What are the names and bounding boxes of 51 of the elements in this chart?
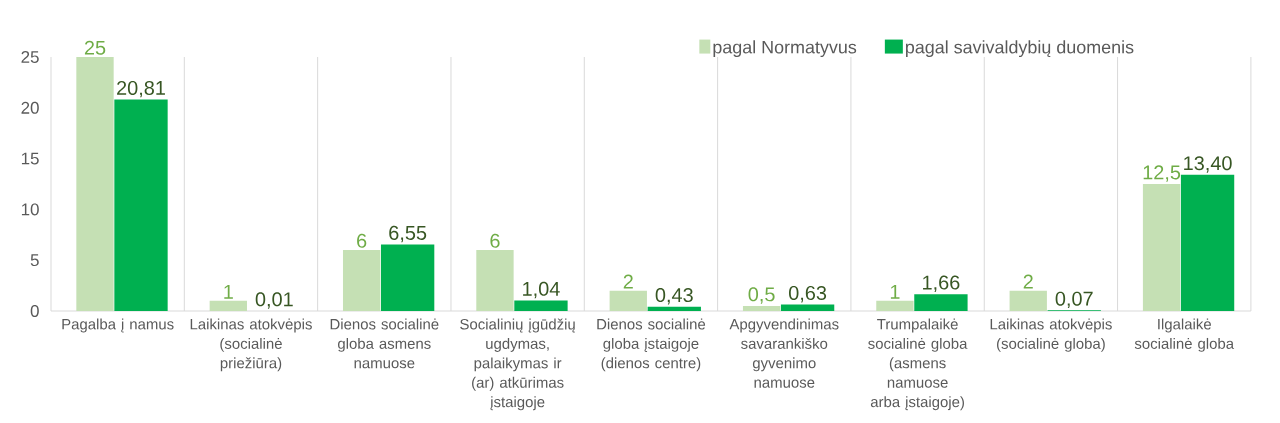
x-tick-label: Trumpalaikė socialinė globa (asmens namuose arba įstaigoje) <box>868 318 968 411</box>
data-label: 0,5 <box>748 287 775 304</box>
bar <box>114 99 168 311</box>
bar <box>342 250 381 311</box>
x-tick-label: Laikinas atokvėpis (socialinė priežiūra) <box>190 318 312 372</box>
data-label: 1 <box>890 284 900 299</box>
x-tick-label: Apgyvendinimas savarankiško gyvenimo namuose <box>729 318 839 388</box>
bar <box>1180 174 1235 311</box>
bar <box>780 304 835 311</box>
data-label: 2 <box>623 274 633 289</box>
bar <box>76 57 114 311</box>
x-tick-label: Pagalba į namus <box>62 318 174 333</box>
data-label: 6 <box>490 233 500 248</box>
data-label: 1,66 <box>923 275 960 292</box>
data-label: 6 <box>357 233 367 248</box>
bar <box>476 250 514 311</box>
x-tick-label: Ilgalaikė socialinė globa <box>1134 318 1235 352</box>
y-tick-label: 25 <box>21 51 39 63</box>
data-label: 1 <box>224 284 233 299</box>
bar <box>1009 290 1047 311</box>
x-tick-label: Laikinas atokvėpis (socialinė globa) <box>990 318 1112 352</box>
data-label: 0,63 <box>788 285 827 303</box>
bar <box>209 300 247 311</box>
legend-label: pagal savivaldybių duomenis <box>905 40 1134 58</box>
bar <box>514 300 568 311</box>
data-label: 0,01 <box>255 292 293 309</box>
data-label: 0,43 <box>655 287 693 305</box>
bar <box>1142 184 1181 311</box>
bar <box>742 305 781 311</box>
data-label: 20,81 <box>117 80 165 98</box>
y-tick-label: 15 <box>21 152 39 165</box>
bar <box>914 294 968 311</box>
data-label: 1,04 <box>523 281 560 299</box>
bar <box>380 244 435 311</box>
bar <box>876 300 914 311</box>
y-tick-label: 10 <box>21 203 39 216</box>
bar <box>609 290 647 311</box>
data-label: 0,07 <box>1055 291 1093 309</box>
data-label: 2 <box>1023 274 1033 289</box>
x-tick-label: Socialinių įgūdžių ugdymas, palaikymas ir (ar) atkūrimas įstaigoje <box>460 318 575 411</box>
bar <box>647 306 701 311</box>
x-tick-label: Dienos socialinė globa asmens namuose <box>330 318 439 369</box>
data-label: 12,5 <box>1143 165 1181 182</box>
y-tick-label: 0 <box>30 305 39 317</box>
data-label: 13,40 <box>1184 156 1232 173</box>
y-tick-label: 20 <box>21 101 39 114</box>
legend-label: pagal Normatyvus <box>713 40 857 58</box>
y-tick-label: 5 <box>30 254 39 267</box>
data-label: 6,55 <box>389 225 427 243</box>
x-tick-label: Dienos socialinė globa įstaigoje (dienos centre) <box>597 318 706 372</box>
data-label: 25 <box>84 40 106 55</box>
